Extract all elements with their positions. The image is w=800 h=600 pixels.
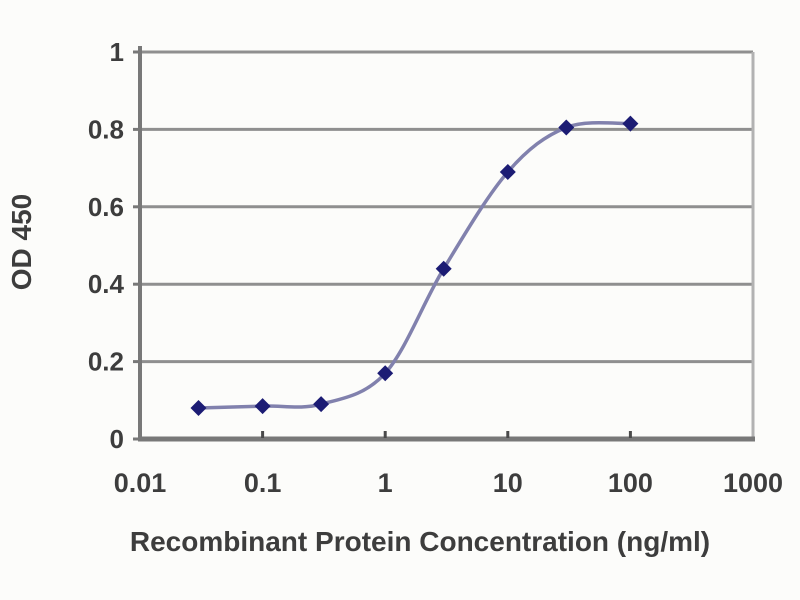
data-point-marker <box>190 400 207 417</box>
y-tick-label: 0.8 <box>88 114 124 144</box>
data-point-marker <box>558 119 575 136</box>
x-tick-label: 1 <box>378 468 393 498</box>
data-point-marker <box>435 260 452 277</box>
data-point-marker <box>377 365 394 382</box>
y-tick-label: 0 <box>110 424 124 454</box>
y-tick-label: 0.2 <box>88 347 124 377</box>
y-tick-label: 0.6 <box>88 192 124 222</box>
data-point-marker <box>313 396 330 413</box>
x-tick-label: 10 <box>493 468 523 498</box>
data-point-marker <box>254 398 271 415</box>
data-point-marker <box>622 115 639 132</box>
series-line <box>198 120 631 410</box>
x-tick-label: 0.01 <box>114 468 167 498</box>
x-tick-label: 100 <box>608 468 653 498</box>
y-axis-title: OD 450 <box>6 193 37 291</box>
y-tick-label: 1 <box>110 37 124 67</box>
y-tick-label: 0.4 <box>88 269 125 299</box>
x-tick-label: 1000 <box>723 468 783 498</box>
data-point-marker <box>499 163 516 180</box>
x-axis-title: Recombinant Protein Concentration (ng/ml… <box>129 526 711 557</box>
x-tick-label: 0.1 <box>244 468 282 498</box>
